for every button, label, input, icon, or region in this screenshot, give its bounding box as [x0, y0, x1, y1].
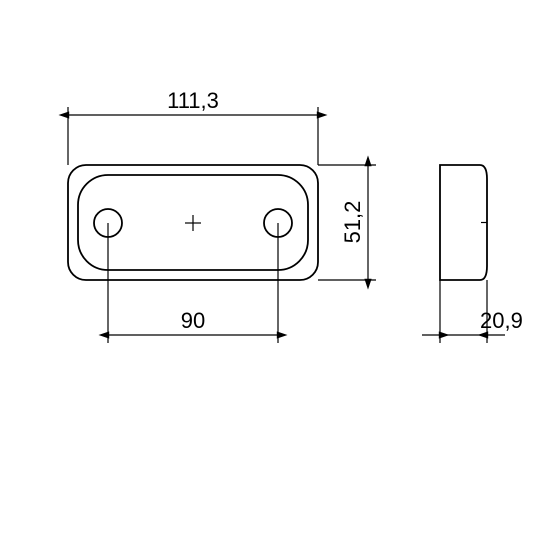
- side-outline: [440, 165, 487, 280]
- dim-value: 90: [181, 308, 205, 333]
- dim-value: 20,9: [480, 308, 523, 333]
- dim-value: 51,2: [340, 201, 365, 244]
- dim-value: 111,3: [167, 88, 219, 113]
